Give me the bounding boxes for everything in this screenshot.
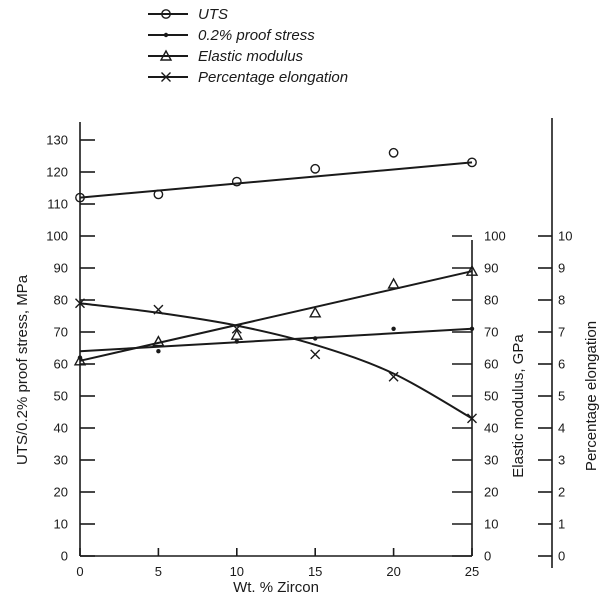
y-mid-tick-label: 100 (484, 229, 506, 244)
y-right-tick-label: 4 (558, 421, 565, 436)
legend-item: UTS (148, 6, 228, 23)
y-right-tick-label: 9 (558, 261, 565, 276)
series-0-2-proof-stress (77, 326, 475, 360)
series-elastic-modulus (73, 264, 479, 366)
data-point-cross (310, 349, 321, 360)
x-tick-label: 25 (465, 564, 479, 579)
y-left-tick-label: 70 (54, 325, 68, 340)
data-point-circle (161, 9, 171, 19)
y-mid-axis-title: Elastic modulus, GPa (510, 334, 527, 478)
y-left-tick-label: 0 (61, 549, 68, 564)
data-point-triangle (230, 328, 243, 340)
y-mid-tick-label: 30 (484, 453, 498, 468)
legend-label: UTS (198, 6, 228, 23)
y-left-tick-label: 130 (46, 133, 68, 148)
y-left-tick-label: 30 (54, 453, 68, 468)
y-left-tick-label: 80 (54, 293, 68, 308)
y-left-tick-label: 40 (54, 421, 68, 436)
plot-area (73, 147, 479, 424)
y-mid-tick-label: 90 (484, 261, 498, 276)
series-percentage-elongation (75, 298, 477, 424)
y-right-tick-label: 10 (558, 229, 572, 244)
data-point-triangle (465, 264, 479, 276)
x-tick-label: 0 (76, 564, 83, 579)
data-point-cross (231, 323, 242, 334)
data-point-cross (467, 413, 477, 424)
data-point-dot (313, 336, 318, 341)
data-point-cross (153, 304, 164, 315)
y-mid-tick-label: 40 (484, 421, 498, 436)
y-mid-tick-label: 10 (484, 517, 498, 532)
y-right-tick-label: 1 (558, 517, 565, 532)
data-point-cross (388, 371, 399, 382)
x-tick-label: 15 (308, 564, 322, 579)
y-mid-tick-label: 80 (484, 293, 498, 308)
data-point-circle (231, 176, 242, 187)
legend-item: 0.2% proof stress (148, 27, 315, 44)
data-point-circle (388, 147, 399, 158)
series-line (79, 161, 473, 199)
y-mid-tick-label: 20 (484, 485, 498, 500)
y-left-tick-label: 100 (46, 229, 68, 244)
legend-label: Elastic modulus (198, 48, 304, 65)
y-left-tick-label: 90 (54, 261, 68, 276)
y-right-tick-label: 0 (558, 549, 565, 564)
data-point-dot (234, 339, 239, 344)
data-point-circle (467, 157, 477, 168)
data-point-triangle (309, 306, 322, 318)
y-mid-tick-label: 50 (484, 389, 498, 404)
series-uts (75, 147, 477, 203)
y-left-tick-label: 110 (47, 197, 68, 212)
y-right-tick-label: 8 (558, 293, 565, 308)
y-left-tick-label: 20 (54, 485, 68, 500)
x-tick-label: 20 (386, 564, 400, 579)
data-point-circle (153, 189, 164, 200)
data-point-circle (75, 192, 85, 203)
y-right-axis-title: Percentage elongation (583, 321, 600, 471)
legend-label: Percentage elongation (198, 69, 348, 86)
data-point-cross (75, 298, 85, 309)
data-point-circle (310, 163, 321, 174)
y-left-tick-label: 120 (46, 165, 68, 180)
series-line (79, 270, 473, 362)
data-point-triangle (152, 335, 165, 347)
y-mid-tick-label: 60 (484, 357, 498, 372)
data-point-dot (156, 349, 161, 354)
legend-item: Percentage elongation (148, 69, 348, 86)
legend: UTS 0.2% proof stress Elastic modulus Perce… (148, 6, 348, 86)
x-tick-label: 5 (155, 564, 162, 579)
y-left-axis-title: UTS/0.2% proof stress, MPa (14, 274, 31, 465)
data-point-dot (469, 326, 475, 331)
axes: 0102030405060708090100110120130UTS/0.2% … (14, 118, 600, 596)
y-right-tick-label: 3 (558, 453, 565, 468)
legend-label: 0.2% proof stress (198, 27, 315, 44)
data-point-dot (163, 32, 169, 38)
data-point-cross (161, 72, 171, 82)
series-line (79, 302, 473, 420)
y-right-tick-label: 6 (558, 357, 565, 372)
x-tick-label: 10 (230, 564, 244, 579)
y-left-tick-label: 10 (54, 517, 68, 532)
legend-item: Elastic modulus (148, 48, 304, 65)
y-mid-tick-label: 70 (484, 325, 498, 340)
y-mid-tick-label: 0 (484, 549, 491, 564)
y-left-tick-label: 50 (54, 389, 68, 404)
y-right-tick-label: 7 (558, 325, 565, 340)
y-right-tick-label: 2 (558, 485, 565, 500)
series-line (79, 327, 473, 353)
data-point-triangle (73, 354, 87, 366)
data-point-triangle (159, 49, 173, 61)
x-axis-title: Wt. % Zircon (233, 579, 319, 596)
y-right-tick-label: 5 (558, 389, 565, 404)
y-left-tick-label: 60 (54, 357, 68, 372)
data-point-triangle (387, 277, 400, 289)
data-point-dot (391, 326, 396, 331)
